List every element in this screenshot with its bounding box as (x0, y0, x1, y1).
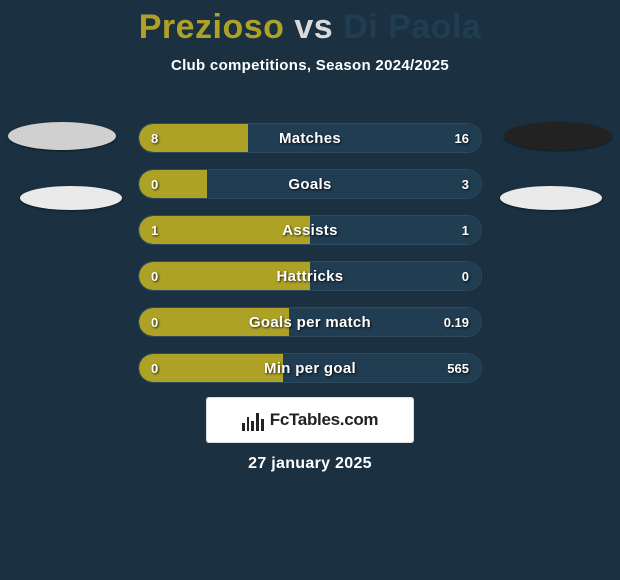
player2-name: Di Paola (343, 8, 481, 46)
vs-separator: vs (294, 8, 333, 46)
bar-value-left: 0 (151, 262, 158, 290)
bar-value-left: 8 (151, 124, 158, 152)
bar-value-right: 1 (462, 216, 469, 244)
club-logo-placeholder (504, 122, 612, 150)
bar-value-left: 0 (151, 308, 158, 336)
bar-value-left: 0 (151, 170, 158, 198)
left-logo-pills (8, 122, 122, 210)
stat-bar: Goals per match0 0.19 (138, 307, 482, 337)
stat-bar: Hattricks0 0 (138, 261, 482, 291)
bar-label: Min per goal (139, 354, 481, 382)
stat-bar: Assists1 1 (138, 215, 482, 245)
bar-value-right: 3 (462, 170, 469, 198)
bar-label: Goals (139, 170, 481, 198)
comparison-title: Prezioso vs Di Paola (0, 0, 620, 47)
bar-label: Goals per match (139, 308, 481, 336)
bar-value-right: 16 (455, 124, 469, 152)
stat-bar: Min per goal0 565 (138, 353, 482, 383)
bar-label: Hattricks (139, 262, 481, 290)
bar-value-right: 0 (462, 262, 469, 290)
club-logo-placeholder (500, 186, 602, 210)
right-logo-pills (504, 122, 612, 210)
player1-name: Prezioso (139, 8, 285, 46)
subtitle: Club competitions, Season 2024/2025 (0, 57, 620, 74)
club-logo-placeholder (20, 186, 122, 210)
bar-value-left: 0 (151, 354, 158, 382)
bar-value-right: 0.19 (444, 308, 469, 336)
club-logo-placeholder (8, 122, 116, 150)
brand-text: FcTables.com (270, 410, 379, 430)
stats-bars: Matches816Goals03Assists11Hattricks00Goa… (138, 123, 482, 383)
bar-value-left: 1 (151, 216, 158, 244)
brand-badge: FcTables.com (207, 398, 413, 442)
stat-bar: Goals0 3 (138, 169, 482, 199)
bar-label: Assists (139, 216, 481, 244)
date-line: 27 january 2025 (0, 455, 620, 473)
fctables-bars-icon (242, 409, 264, 431)
bar-label: Matches (139, 124, 481, 152)
bar-value-right: 565 (447, 354, 469, 382)
stat-bar: Matches8 16 (138, 123, 482, 153)
